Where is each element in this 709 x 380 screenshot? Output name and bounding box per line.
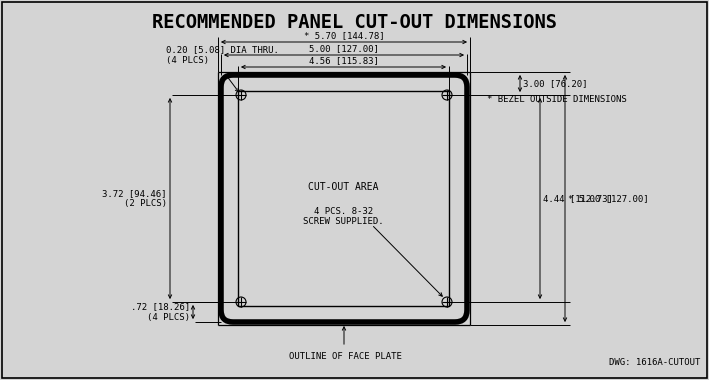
Text: OUTLINE OF FACE PLATE: OUTLINE OF FACE PLATE (289, 352, 402, 361)
Text: * 5.00 [127.00]: * 5.00 [127.00] (568, 194, 649, 203)
Text: 4.56 [115.83]: 4.56 [115.83] (308, 56, 379, 65)
Text: * BEZEL OUTSIDE DIMENSIONS: * BEZEL OUTSIDE DIMENSIONS (487, 95, 627, 104)
Text: 4.44 [112.73]: 4.44 [112.73] (543, 194, 613, 203)
Text: * 5.70 [144.78]: * 5.70 [144.78] (303, 31, 384, 40)
Text: 3.72 [94.46]
(2 PLCS): 3.72 [94.46] (2 PLCS) (103, 189, 167, 208)
Text: 5.00 [127.00]: 5.00 [127.00] (309, 44, 379, 53)
Text: DWG: 1616A-CUTOUT: DWG: 1616A-CUTOUT (608, 358, 700, 367)
Text: 4 PCS. 8-32
SCREW SUPPLIED.: 4 PCS. 8-32 SCREW SUPPLIED. (303, 207, 384, 226)
Text: RECOMMENDED PANEL CUT-OUT DIMENSIONS: RECOMMENDED PANEL CUT-OUT DIMENSIONS (152, 13, 557, 32)
Bar (238, 91, 449, 306)
Text: 0.20 [5.08] DIA THRU.
(4 PLCS): 0.20 [5.08] DIA THRU. (4 PLCS) (166, 46, 279, 65)
Text: .72 [18.26]
(4 PLCS): .72 [18.26] (4 PLCS) (131, 302, 190, 322)
Text: 3.00 [76.20]: 3.00 [76.20] (523, 79, 588, 88)
Text: CUT-OUT AREA: CUT-OUT AREA (308, 182, 379, 192)
